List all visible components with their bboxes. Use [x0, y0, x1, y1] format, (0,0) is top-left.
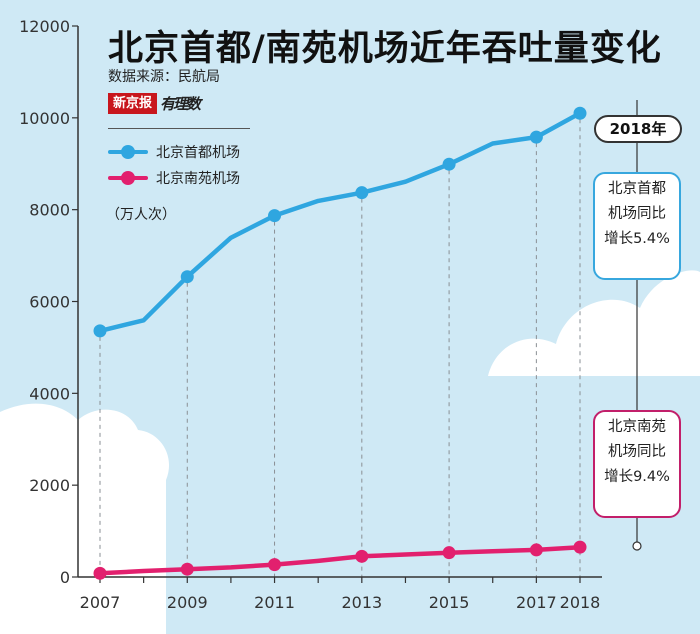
annotation-nanyuan-line: 增长9.4%	[604, 469, 670, 485]
data-point-capital	[180, 270, 194, 284]
legend-swatch-capital	[108, 145, 148, 159]
legend-label-capital: 北京首都机场	[156, 145, 240, 161]
data-point-nanyuan	[529, 543, 543, 557]
x-tick-label: 2009	[167, 593, 208, 612]
data-point-nanyuan	[573, 540, 587, 554]
data-point-nanyuan	[442, 546, 456, 560]
legend-item-nanyuan: 北京南苑机场	[108, 165, 250, 191]
annotation-capital-box: 北京首都 机场同比 增长5.4%	[593, 172, 681, 280]
data-point-nanyuan	[355, 549, 369, 563]
series-points	[93, 106, 587, 580]
x-tick-label: 2015	[429, 593, 470, 612]
data-point-capital	[268, 209, 282, 223]
chart-title: 北京首都/南苑机场近年吞吐量变化	[108, 29, 662, 69]
legend-divider	[108, 128, 250, 129]
y-axis-tick-labels: 0 2000 4000 6000 8000 10000 12000	[19, 17, 70, 587]
cloud-shape	[488, 270, 700, 376]
series-lines	[97, 110, 583, 576]
y-tick-label: 2000	[29, 476, 70, 495]
axes	[72, 25, 602, 583]
data-point-capital	[355, 186, 369, 200]
y-tick-label: 4000	[29, 384, 70, 403]
annotation-capital-line: 增长5.4%	[604, 231, 670, 247]
series-line-capital	[97, 110, 583, 334]
connector-end-dot	[632, 541, 642, 551]
brand-logo: 新京报 有理数	[108, 92, 201, 114]
y-tick-label: 8000	[29, 201, 70, 220]
data-point-nanyuan	[93, 566, 107, 580]
data-point-capital	[93, 324, 107, 338]
annotation-year-pill: 2018年	[594, 115, 682, 143]
brand-logo-script: 有理数	[160, 94, 201, 113]
data-point-capital	[529, 130, 543, 144]
y-tick-label: 6000	[29, 293, 70, 312]
annotation-capital-line: 机场同比	[608, 206, 666, 222]
annotation-nanyuan-line: 北京南苑	[608, 419, 666, 435]
x-axis-tick-labels: 2007 2009 2011 2013 2015 2017 2018	[80, 593, 601, 612]
legend-item-capital: 北京首都机场	[108, 139, 250, 165]
brand-logo-red: 新京报	[108, 92, 158, 114]
data-point-capital	[442, 157, 456, 171]
x-tick-label: 2013	[341, 593, 382, 612]
data-source: 数据来源：民航局	[108, 69, 220, 85]
y-tick-label: 12000	[19, 17, 70, 36]
legend: 北京首都机场 北京南苑机场	[108, 128, 250, 191]
unit-label: （万人次）	[106, 207, 176, 223]
series-line-nanyuan	[97, 544, 583, 576]
annotation-nanyuan-line: 机场同比	[608, 444, 666, 460]
y-tick-label: 0	[60, 568, 70, 587]
data-point-nanyuan	[268, 558, 282, 572]
x-tick-label: 2017	[516, 593, 557, 612]
x-tick-label: 2018	[560, 593, 601, 612]
x-tick-label: 2011	[254, 593, 295, 612]
x-tick-label: 2007	[80, 593, 121, 612]
legend-label-nanyuan: 北京南苑机场	[156, 171, 240, 187]
year-guide-lines	[99, 119, 581, 577]
legend-swatch-nanyuan	[108, 171, 148, 185]
data-point-capital	[573, 106, 587, 120]
annotation-capital-line: 北京首都	[608, 181, 666, 197]
annotation-nanyuan-box: 北京南苑 机场同比 增长9.4%	[593, 410, 681, 518]
y-tick-label: 10000	[19, 109, 70, 128]
data-point-nanyuan	[180, 562, 194, 576]
